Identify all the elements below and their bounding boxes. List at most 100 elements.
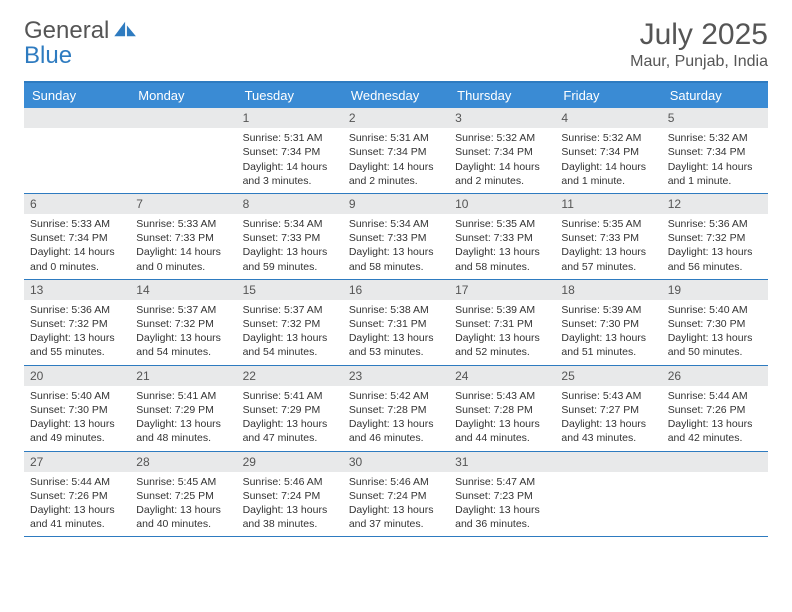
day-body: Sunrise: 5:31 AMSunset: 7:34 PMDaylight:… [237, 128, 343, 193]
sunset-text: Sunset: 7:23 PM [455, 489, 549, 503]
sunset-text: Sunset: 7:30 PM [668, 317, 762, 331]
day-body: Sunrise: 5:33 AMSunset: 7:34 PMDaylight:… [24, 214, 130, 279]
sunset-text: Sunset: 7:34 PM [349, 145, 443, 159]
calendar-day-cell: 9Sunrise: 5:34 AMSunset: 7:33 PMDaylight… [343, 194, 449, 279]
day-number: 25 [555, 366, 661, 386]
sunrise-text: Sunrise: 5:31 AM [243, 131, 337, 145]
day-number: 14 [130, 280, 236, 300]
day-body: Sunrise: 5:37 AMSunset: 7:32 PMDaylight:… [237, 300, 343, 365]
day-number: 27 [24, 452, 130, 472]
sunrise-text: Sunrise: 5:41 AM [243, 389, 337, 403]
sunrise-text: Sunrise: 5:44 AM [668, 389, 762, 403]
calendar-day-cell: 24Sunrise: 5:43 AMSunset: 7:28 PMDayligh… [449, 366, 555, 451]
day-body: Sunrise: 5:32 AMSunset: 7:34 PMDaylight:… [555, 128, 661, 193]
day-body: Sunrise: 5:47 AMSunset: 7:23 PMDaylight:… [449, 472, 555, 537]
calendar-day-cell: 2Sunrise: 5:31 AMSunset: 7:34 PMDaylight… [343, 108, 449, 193]
sunset-text: Sunset: 7:33 PM [349, 231, 443, 245]
daylight-text: Daylight: 13 hours and 48 minutes. [136, 417, 230, 445]
sunrise-text: Sunrise: 5:32 AM [455, 131, 549, 145]
day-body: Sunrise: 5:36 AMSunset: 7:32 PMDaylight:… [662, 214, 768, 279]
calendar-day-cell: 19Sunrise: 5:40 AMSunset: 7:30 PMDayligh… [662, 280, 768, 365]
sunset-text: Sunset: 7:34 PM [243, 145, 337, 159]
sunset-text: Sunset: 7:33 PM [455, 231, 549, 245]
location-subtitle: Maur, Punjab, India [630, 53, 768, 71]
day-body: Sunrise: 5:46 AMSunset: 7:24 PMDaylight:… [237, 472, 343, 537]
daylight-text: Daylight: 14 hours and 0 minutes. [136, 245, 230, 273]
day-number: 30 [343, 452, 449, 472]
daylight-text: Daylight: 13 hours and 56 minutes. [668, 245, 762, 273]
calendar-page: GeneralBlue July 2025 Maur, Punjab, Indi… [0, 0, 792, 547]
calendar-day-cell: 30Sunrise: 5:46 AMSunset: 7:24 PMDayligh… [343, 452, 449, 537]
day-body: Sunrise: 5:44 AMSunset: 7:26 PMDaylight:… [662, 386, 768, 451]
sunset-text: Sunset: 7:32 PM [30, 317, 124, 331]
daylight-text: Daylight: 13 hours and 50 minutes. [668, 331, 762, 359]
daylight-text: Daylight: 14 hours and 1 minute. [668, 160, 762, 188]
day-number: 18 [555, 280, 661, 300]
sunrise-text: Sunrise: 5:47 AM [455, 475, 549, 489]
sunrise-text: Sunrise: 5:41 AM [136, 389, 230, 403]
sunrise-text: Sunrise: 5:45 AM [136, 475, 230, 489]
daylight-text: Daylight: 14 hours and 2 minutes. [455, 160, 549, 188]
calendar-day-cell: 26Sunrise: 5:44 AMSunset: 7:26 PMDayligh… [662, 366, 768, 451]
day-body: Sunrise: 5:33 AMSunset: 7:33 PMDaylight:… [130, 214, 236, 279]
sunset-text: Sunset: 7:31 PM [455, 317, 549, 331]
day-body: Sunrise: 5:37 AMSunset: 7:32 PMDaylight:… [130, 300, 236, 365]
day-body: Sunrise: 5:32 AMSunset: 7:34 PMDaylight:… [662, 128, 768, 193]
daylight-text: Daylight: 13 hours and 36 minutes. [455, 503, 549, 531]
daylight-text: Daylight: 13 hours and 54 minutes. [136, 331, 230, 359]
calendar-day-cell: 8Sunrise: 5:34 AMSunset: 7:33 PMDaylight… [237, 194, 343, 279]
day-number: 5 [662, 108, 768, 128]
calendar-day-cell: 4Sunrise: 5:32 AMSunset: 7:34 PMDaylight… [555, 108, 661, 193]
sunrise-text: Sunrise: 5:37 AM [243, 303, 337, 317]
day-number: 28 [130, 452, 236, 472]
sunset-text: Sunset: 7:33 PM [243, 231, 337, 245]
calendar-day-cell: 12Sunrise: 5:36 AMSunset: 7:32 PMDayligh… [662, 194, 768, 279]
col-head-sat: Saturday [662, 83, 768, 108]
col-head-tue: Tuesday [237, 83, 343, 108]
sunset-text: Sunset: 7:29 PM [243, 403, 337, 417]
sunset-text: Sunset: 7:30 PM [561, 317, 655, 331]
day-body: Sunrise: 5:45 AMSunset: 7:25 PMDaylight:… [130, 472, 236, 537]
day-body: Sunrise: 5:43 AMSunset: 7:28 PMDaylight:… [449, 386, 555, 451]
day-body: Sunrise: 5:41 AMSunset: 7:29 PMDaylight:… [237, 386, 343, 451]
day-body: Sunrise: 5:44 AMSunset: 7:26 PMDaylight:… [24, 472, 130, 537]
calendar-day-cell [555, 452, 661, 537]
sunset-text: Sunset: 7:26 PM [30, 489, 124, 503]
day-number: 20 [24, 366, 130, 386]
sunset-text: Sunset: 7:25 PM [136, 489, 230, 503]
daylight-text: Daylight: 13 hours and 41 minutes. [30, 503, 124, 531]
daylight-text: Daylight: 13 hours and 53 minutes. [349, 331, 443, 359]
day-number: 31 [449, 452, 555, 472]
day-body: Sunrise: 5:41 AMSunset: 7:29 PMDaylight:… [130, 386, 236, 451]
sunset-text: Sunset: 7:30 PM [30, 403, 124, 417]
calendar-day-cell [130, 108, 236, 193]
calendar-week-row: 27Sunrise: 5:44 AMSunset: 7:26 PMDayligh… [24, 452, 768, 538]
sunrise-text: Sunrise: 5:43 AM [561, 389, 655, 403]
daylight-text: Daylight: 13 hours and 40 minutes. [136, 503, 230, 531]
sunset-text: Sunset: 7:34 PM [561, 145, 655, 159]
daylight-text: Daylight: 13 hours and 51 minutes. [561, 331, 655, 359]
calendar-grid: Sunday Monday Tuesday Wednesday Thursday… [24, 81, 768, 537]
day-body: Sunrise: 5:38 AMSunset: 7:31 PMDaylight:… [343, 300, 449, 365]
calendar-week-row: 20Sunrise: 5:40 AMSunset: 7:30 PMDayligh… [24, 366, 768, 452]
month-year-title: July 2025 [630, 18, 768, 51]
sunrise-text: Sunrise: 5:37 AM [136, 303, 230, 317]
day-body: Sunrise: 5:36 AMSunset: 7:32 PMDaylight:… [24, 300, 130, 365]
sunset-text: Sunset: 7:32 PM [136, 317, 230, 331]
sunset-text: Sunset: 7:33 PM [561, 231, 655, 245]
daylight-text: Daylight: 13 hours and 57 minutes. [561, 245, 655, 273]
sunrise-text: Sunrise: 5:38 AM [349, 303, 443, 317]
day-body: Sunrise: 5:35 AMSunset: 7:33 PMDaylight:… [449, 214, 555, 279]
day-number: 29 [237, 452, 343, 472]
daylight-text: Daylight: 13 hours and 47 minutes. [243, 417, 337, 445]
sunrise-text: Sunrise: 5:33 AM [30, 217, 124, 231]
calendar-day-cell: 22Sunrise: 5:41 AMSunset: 7:29 PMDayligh… [237, 366, 343, 451]
col-head-sun: Sunday [24, 83, 130, 108]
daylight-text: Daylight: 14 hours and 2 minutes. [349, 160, 443, 188]
sunset-text: Sunset: 7:29 PM [136, 403, 230, 417]
daylight-text: Daylight: 13 hours and 37 minutes. [349, 503, 443, 531]
daylight-text: Daylight: 13 hours and 59 minutes. [243, 245, 337, 273]
daylight-text: Daylight: 13 hours and 42 minutes. [668, 417, 762, 445]
sunrise-text: Sunrise: 5:36 AM [30, 303, 124, 317]
sunrise-text: Sunrise: 5:46 AM [243, 475, 337, 489]
